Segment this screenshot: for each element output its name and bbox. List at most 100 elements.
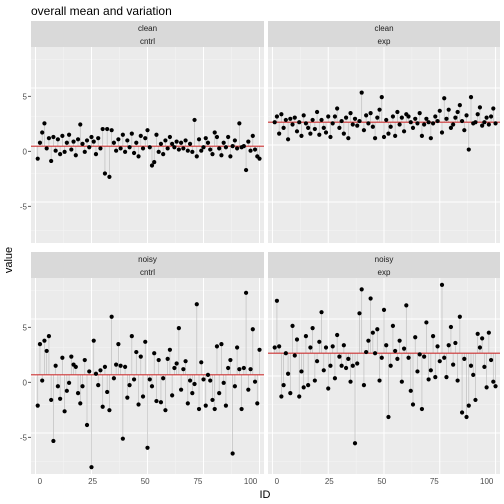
data-point: [168, 348, 172, 352]
data-point: [304, 121, 308, 125]
data-point: [54, 364, 58, 368]
data-point: [208, 378, 212, 382]
data-point: [116, 137, 120, 141]
data-point: [188, 378, 192, 382]
data-point: [480, 336, 484, 340]
data-point: [80, 142, 84, 146]
data-point: [369, 111, 373, 115]
x-axis-title: ID: [260, 489, 271, 501]
data-point: [226, 366, 230, 370]
data-point: [299, 134, 303, 138]
data-point: [183, 138, 187, 142]
data-point: [139, 134, 143, 138]
data-point: [199, 360, 203, 364]
data-point: [49, 398, 53, 402]
data-point: [94, 372, 98, 376]
data-point: [311, 118, 315, 122]
data-point: [228, 154, 232, 158]
data-point: [233, 384, 237, 388]
data-point: [127, 383, 131, 387]
data-point: [415, 121, 419, 125]
y-tick-label: 0: [23, 378, 28, 387]
data-point: [47, 136, 51, 140]
data-point: [277, 344, 281, 348]
data-point: [166, 357, 170, 361]
data-point: [170, 393, 174, 397]
data-point: [148, 377, 152, 381]
data-point: [121, 133, 125, 137]
data-point: [96, 383, 100, 387]
data-point: [324, 130, 328, 134]
data-point: [402, 347, 406, 351]
data-point: [489, 358, 493, 362]
data-point: [139, 355, 143, 359]
data-point: [456, 110, 460, 114]
data-point: [224, 404, 228, 408]
data-point: [96, 136, 100, 140]
data-point: [172, 366, 176, 370]
data-point: [460, 410, 464, 414]
data-point: [76, 391, 80, 395]
strip-label-top: noisy: [375, 255, 394, 264]
data-point: [186, 401, 190, 405]
data-point: [351, 364, 355, 368]
data-point: [177, 326, 181, 330]
data-point: [317, 340, 321, 344]
data-point: [333, 376, 337, 380]
data-point: [435, 119, 439, 123]
data-point: [257, 157, 261, 161]
data-point: [161, 152, 165, 156]
data-point: [159, 400, 163, 404]
data-point: [411, 126, 415, 130]
data-point: [348, 111, 352, 115]
data-point: [411, 402, 415, 406]
data-point: [366, 121, 370, 125]
data-point: [366, 339, 370, 343]
data-point: [60, 134, 64, 138]
data-point: [242, 144, 246, 148]
data-point: [473, 120, 477, 124]
data-point: [478, 345, 482, 349]
data-point: [413, 335, 417, 339]
strip-label-bottom: cntrl: [140, 37, 155, 46]
data-point: [429, 136, 433, 140]
data-point: [337, 126, 341, 130]
data-point: [384, 343, 388, 347]
data-point: [273, 345, 277, 349]
x-tick-label: 0: [38, 477, 43, 486]
data-point: [491, 106, 495, 110]
data-point: [435, 344, 439, 348]
data-point: [279, 394, 283, 398]
data-point: [346, 136, 350, 140]
data-point: [58, 397, 62, 401]
data-point: [183, 359, 187, 363]
data-point: [460, 119, 464, 123]
data-point: [313, 127, 317, 131]
data-point: [406, 356, 410, 360]
data-point: [317, 133, 321, 137]
data-point: [331, 121, 335, 125]
data-point: [288, 117, 292, 121]
data-point: [306, 126, 310, 130]
data-point: [422, 355, 426, 359]
data-point: [159, 142, 163, 146]
data-point: [429, 368, 433, 372]
data-point: [400, 380, 404, 384]
data-point: [433, 114, 437, 118]
data-point: [154, 133, 158, 137]
data-point: [331, 344, 335, 348]
data-point: [409, 120, 413, 124]
y-axis-top: -5 0 5: [20, 92, 31, 211]
data-point: [391, 324, 395, 328]
data-point: [380, 95, 384, 99]
data-point: [344, 116, 348, 120]
data-point: [67, 381, 71, 385]
data-point: [132, 151, 136, 155]
data-point: [186, 149, 190, 153]
data-point: [83, 150, 87, 154]
data-point: [101, 127, 105, 131]
data-point: [157, 358, 161, 362]
data-point: [373, 136, 377, 140]
data-point: [386, 132, 390, 136]
data-point: [134, 350, 138, 354]
